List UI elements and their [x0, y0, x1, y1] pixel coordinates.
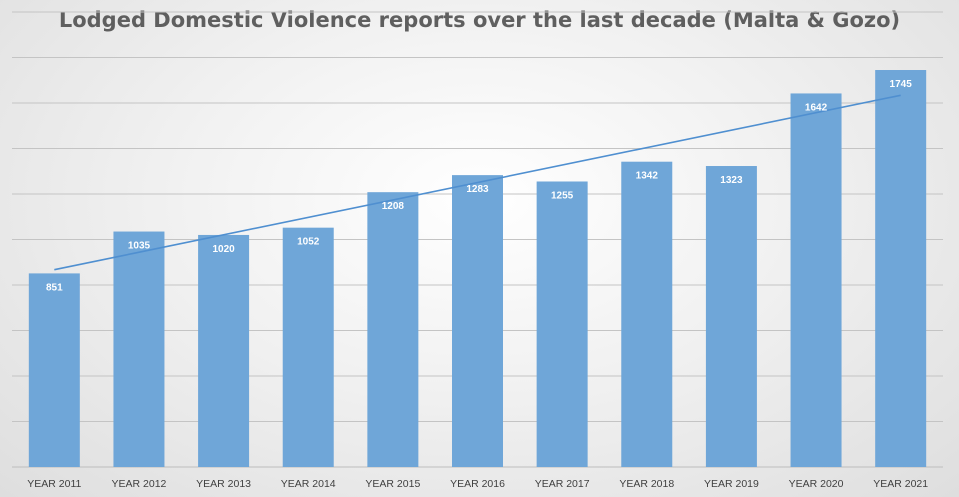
x-tick-label: YEAR 2019 [704, 478, 759, 490]
x-tick-label: YEAR 2014 [281, 478, 336, 490]
x-tick-label: YEAR 2016 [450, 478, 505, 490]
trendline [54, 94, 901, 271]
x-tick-label: YEAR 2018 [619, 478, 674, 490]
data-label: 1283 [466, 184, 489, 195]
x-tick-label: YEAR 2021 [873, 478, 928, 490]
data-label: 1208 [382, 201, 405, 212]
x-tick-label: YEAR 2013 [196, 478, 251, 490]
data-label: 851 [46, 282, 63, 293]
data-label: 1052 [297, 237, 320, 248]
bar-year-2017 [536, 181, 588, 468]
x-axis-tick-labels: YEAR 2011 YEAR 2012 YEAR 2013 YEAR 2014 YEAR… [27, 478, 928, 490]
bar-year-2020 [790, 93, 842, 467]
x-tick-label: YEAR 2015 [365, 478, 420, 490]
bar-year-2014 [282, 227, 334, 467]
bar-year-2018 [621, 161, 673, 467]
bar-year-2012 [113, 231, 165, 467]
x-tick-label: YEAR 2020 [789, 478, 844, 490]
data-label: 1745 [890, 79, 913, 90]
bar-year-2011 [28, 273, 80, 467]
data-label: 1642 [805, 102, 828, 113]
data-label: 1342 [636, 171, 659, 182]
data-label: 1323 [720, 175, 743, 186]
bar-year-2015 [367, 192, 419, 467]
bars [28, 70, 927, 468]
trendline-layer [54, 94, 901, 271]
bar-year-2013 [198, 234, 250, 467]
bar-year-2019 [705, 166, 757, 467]
bar-year-2016 [452, 175, 503, 467]
data-labels: 851 1035 1020 1052 1208 1283 1255 1342 1323 1642 1… [46, 79, 912, 293]
data-label: 1035 [128, 241, 151, 252]
data-label: 1020 [212, 244, 235, 255]
x-tick-label: YEAR 2011 [27, 478, 81, 490]
data-label: 1255 [551, 190, 574, 201]
x-tick-label: YEAR 2012 [112, 478, 167, 490]
bar-year-2021 [875, 70, 927, 467]
x-tick-label: YEAR 2017 [535, 478, 590, 490]
